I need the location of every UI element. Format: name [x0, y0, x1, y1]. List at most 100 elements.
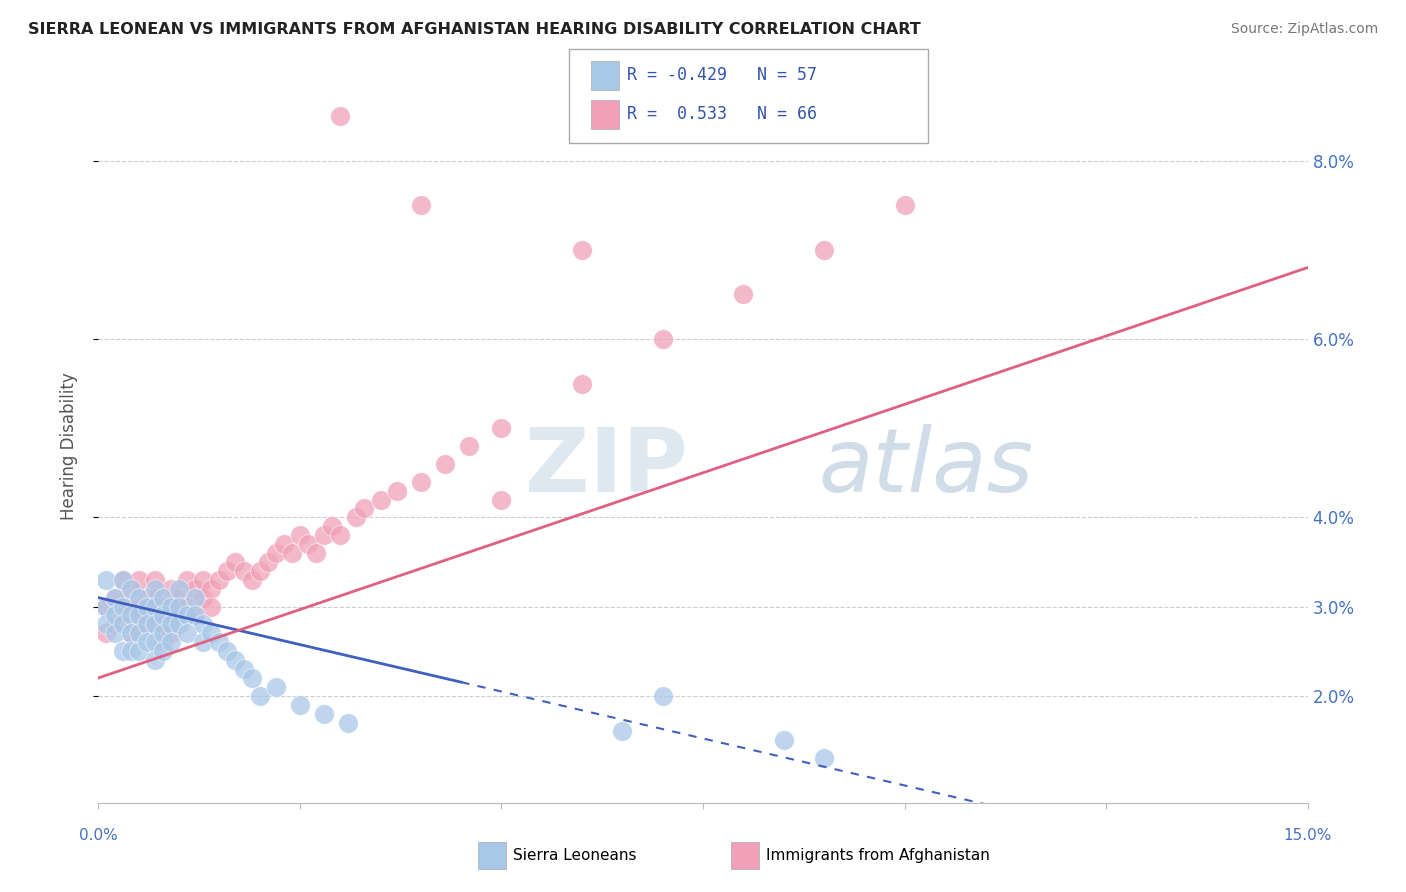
Point [103, 617, 125, 632]
Point [200, 626, 222, 640]
Point [128, 608, 150, 623]
Point [111, 573, 134, 587]
Point [232, 662, 254, 676]
Point [232, 564, 254, 578]
Point [120, 626, 142, 640]
Point [167, 582, 190, 596]
Point [240, 573, 263, 587]
Point [135, 599, 157, 614]
Point [193, 591, 215, 605]
Point [200, 599, 222, 614]
Text: SIERRA LEONEAN VS IMMIGRANTS FROM AFGHANISTAN HEARING DISABILITY CORRELATION CHA: SIERRA LEONEAN VS IMMIGRANTS FROM AFGHAN… [28, 22, 921, 37]
Point [571, 243, 593, 257]
Point [160, 599, 183, 614]
Point [152, 635, 174, 649]
Point [184, 608, 207, 623]
Point [96, 573, 118, 587]
Point [143, 599, 166, 614]
Point [160, 617, 183, 632]
Text: atlas: atlas [818, 425, 1033, 510]
Point [167, 617, 190, 632]
Point [458, 439, 481, 453]
Point [184, 608, 207, 623]
Point [143, 582, 166, 596]
Point [491, 492, 513, 507]
Point [288, 528, 311, 542]
Point [651, 689, 673, 703]
Point [305, 546, 328, 560]
Point [167, 608, 190, 623]
Point [143, 591, 166, 605]
Point [240, 671, 263, 685]
Point [176, 608, 198, 623]
Point [160, 635, 183, 649]
Point [111, 608, 134, 623]
Text: 15.0%: 15.0% [1284, 828, 1331, 843]
Point [152, 591, 174, 605]
Point [128, 591, 150, 605]
Point [143, 573, 166, 587]
Point [281, 546, 304, 560]
Text: R = -0.429   N = 57: R = -0.429 N = 57 [627, 66, 817, 84]
Point [491, 421, 513, 435]
Point [111, 599, 134, 614]
Point [120, 582, 142, 596]
Point [893, 198, 915, 212]
Point [176, 626, 198, 640]
Point [249, 564, 271, 578]
Point [329, 109, 352, 123]
Point [337, 715, 360, 730]
Point [176, 573, 198, 587]
Point [772, 733, 794, 747]
Point [264, 546, 287, 560]
Point [193, 617, 215, 632]
Point [135, 617, 157, 632]
Point [434, 457, 457, 471]
Point [135, 635, 157, 649]
Point [314, 528, 336, 542]
Point [152, 608, 174, 623]
Point [273, 537, 295, 551]
Point [385, 483, 408, 498]
Point [103, 591, 125, 605]
Point [167, 591, 190, 605]
Point [297, 537, 319, 551]
Point [96, 599, 118, 614]
Point [249, 689, 271, 703]
Text: ZIP: ZIP [524, 424, 688, 511]
Point [96, 599, 118, 614]
Point [217, 644, 239, 658]
Point [152, 644, 174, 658]
Point [571, 376, 593, 391]
Point [111, 617, 134, 632]
Point [321, 519, 343, 533]
Point [128, 644, 150, 658]
Point [208, 635, 231, 649]
Point [143, 617, 166, 632]
Point [143, 635, 166, 649]
Point [200, 582, 222, 596]
Text: R =  0.533   N = 66: R = 0.533 N = 66 [627, 105, 817, 123]
Point [329, 528, 352, 542]
Point [344, 510, 367, 524]
Point [111, 644, 134, 658]
Point [256, 555, 278, 569]
Point [143, 617, 166, 632]
Text: 0.0%: 0.0% [79, 828, 118, 843]
Point [193, 573, 215, 587]
Point [128, 626, 150, 640]
Point [160, 626, 183, 640]
Point [135, 608, 157, 623]
Point [135, 591, 157, 605]
Point [152, 626, 174, 640]
Point [152, 599, 174, 614]
Point [128, 617, 150, 632]
Point [813, 243, 835, 257]
Point [120, 608, 142, 623]
Point [733, 287, 755, 301]
Point [96, 626, 118, 640]
Point [370, 492, 392, 507]
Point [184, 591, 207, 605]
Point [120, 644, 142, 658]
Point [128, 573, 150, 587]
